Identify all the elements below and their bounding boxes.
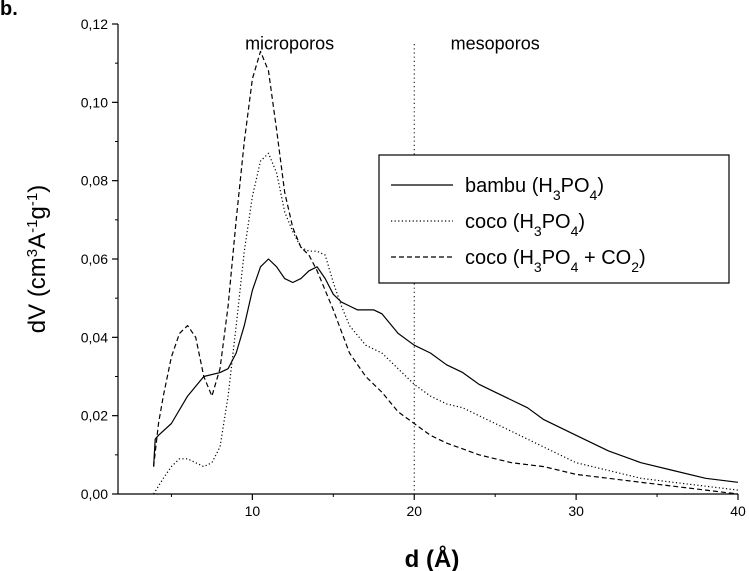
x-tick-label: 40 xyxy=(730,503,746,519)
legend-text-part: ) xyxy=(578,211,585,233)
y-title-sup: 3 xyxy=(24,249,41,257)
legend-subscript: 3 xyxy=(553,187,561,203)
region-label-2: mesoporos xyxy=(451,34,540,54)
legend-text-part: ) xyxy=(597,175,604,197)
legend-text-part: PO xyxy=(542,211,571,233)
y-axis-title: dV (cm3A-1g-1) xyxy=(24,185,52,333)
y-tick-label: 0,00 xyxy=(81,486,108,502)
y-title-part: dV (cm xyxy=(24,257,51,333)
y-title-sup: -1 xyxy=(24,193,41,206)
y-tick-label: 0,10 xyxy=(81,94,108,110)
series-line-1 xyxy=(154,259,738,482)
y-tick-label: 0,12 xyxy=(81,16,108,32)
x-tick-label: 20 xyxy=(406,503,422,519)
legend-text-part: PO xyxy=(542,247,571,269)
y-tick-label: 0,04 xyxy=(81,329,108,345)
x-tick-label: 10 xyxy=(245,503,261,519)
legend-subscript: 3 xyxy=(534,259,542,275)
legend-subscript: 4 xyxy=(571,259,579,275)
y-tick-label: 0,06 xyxy=(81,251,108,267)
y-title-part: A xyxy=(24,233,51,249)
legend-subscript: 3 xyxy=(534,223,542,239)
legend-subscript: 4 xyxy=(590,187,598,203)
y-title-sup: -1 xyxy=(24,219,41,232)
region-label-1: microporos xyxy=(245,34,334,54)
legend-subscript: 2 xyxy=(631,259,639,275)
y-title-part: ) xyxy=(24,185,51,193)
legend-text-part: ) xyxy=(639,247,646,269)
x-axis-title: d (Å) xyxy=(405,545,460,571)
labels-group: 0,00 0,02 0,04 0,06 0,08 0,10 0,12 10 20 30 40 micr… xyxy=(24,16,746,571)
legend-text-part: bambu (H xyxy=(465,175,553,197)
legend-text-part: coco (H xyxy=(465,211,534,233)
legend-subscript: 4 xyxy=(571,223,579,239)
y-title-part: g xyxy=(24,206,51,219)
x-tick-label: 30 xyxy=(568,503,584,519)
y-tick-label: 0,02 xyxy=(81,408,108,424)
legend-text-part: + CO xyxy=(578,247,631,269)
legend-text-part: PO xyxy=(561,175,590,197)
legend-text-part: coco (H xyxy=(465,247,534,269)
legend: bambu (H3PO4)coco (H3PO4)coco (H3PO4 + C… xyxy=(379,155,729,283)
y-tick-label: 0,08 xyxy=(81,173,108,189)
